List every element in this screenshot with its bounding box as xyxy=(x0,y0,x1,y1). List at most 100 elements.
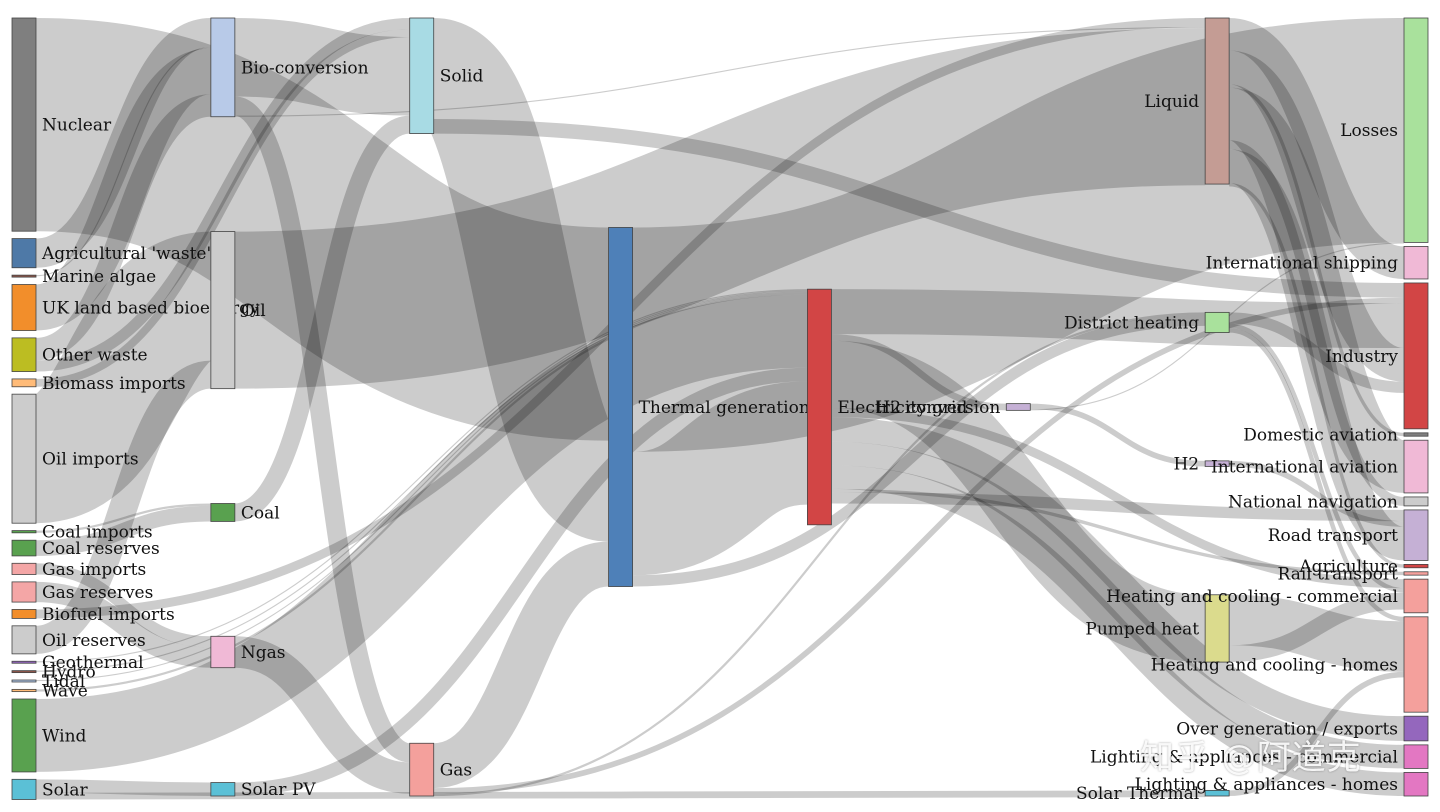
link-solar_pv-to-electricity_grid[interactable] xyxy=(234,367,808,796)
node-bar-solar_thermal[interactable] xyxy=(1204,789,1230,797)
node-bar-biomass_imports[interactable] xyxy=(11,378,37,388)
node-gas_reserves[interactable]: Gas reserves xyxy=(11,581,153,603)
node-bio_conversion[interactable]: Bio-conversion xyxy=(210,17,369,118)
link-electricity_grid-to-pumped_heat[interactable] xyxy=(830,340,1207,663)
node-road_transport[interactable]: Road transport xyxy=(1268,509,1429,561)
node-bar-oil[interactable] xyxy=(210,231,236,390)
link-electricity_grid-to-h2_conversion[interactable] xyxy=(831,334,1007,411)
link-coal_reserves-to-coal[interactable] xyxy=(35,505,211,556)
link-nuclear-to-thermal_gen[interactable] xyxy=(33,18,611,441)
link-ngas-to-gas[interactable] xyxy=(233,636,411,794)
node-bar-agri_waste[interactable] xyxy=(11,238,37,269)
node-bar-oil_reserves[interactable] xyxy=(11,625,37,655)
node-la_homes[interactable]: Lighting & appliances - homes xyxy=(1135,772,1429,797)
node-h2_conversion[interactable]: H2 conversion xyxy=(875,398,1031,418)
link-h2_conversion-to-h2[interactable] xyxy=(1030,403,1206,467)
link-liquid-to-national_navigation[interactable] xyxy=(1228,140,1405,506)
node-hc_commercial[interactable]: Heating and cooling - commercial xyxy=(1106,578,1429,614)
node-coal_reserves[interactable]: Coal reserves xyxy=(11,539,160,559)
link-agri_waste-to-bio_conversion[interactable] xyxy=(34,17,213,268)
link-coal-to-solid[interactable] xyxy=(233,115,412,522)
node-over_generation[interactable]: Over generation / exports xyxy=(1176,715,1429,742)
link-thermal_gen-to-district_heating[interactable] xyxy=(632,314,1206,587)
link-liquid-to-intl_shipping[interactable] xyxy=(1227,18,1406,279)
node-bar-solid[interactable] xyxy=(409,17,435,134)
node-gas_imports[interactable]: Gas imports xyxy=(11,560,146,580)
node-bar-la_commercial[interactable] xyxy=(1403,744,1429,769)
node-bar-intl_aviation[interactable] xyxy=(1403,439,1429,494)
node-bar-coal[interactable] xyxy=(210,503,236,522)
node-electricity_grid[interactable]: Electricity grid xyxy=(807,288,967,526)
node-bar-coal_reserves[interactable] xyxy=(11,539,37,557)
node-h2[interactable]: H2 xyxy=(1173,455,1230,475)
link-thermal_gen-to-losses[interactable] xyxy=(631,18,1405,452)
node-thermal_gen[interactable]: Thermal generation xyxy=(608,227,810,587)
node-solar[interactable]: Solar xyxy=(11,778,88,800)
link-gas-to-thermal_gen[interactable] xyxy=(431,541,611,789)
node-bar-ngas[interactable] xyxy=(210,635,236,669)
node-domestic_aviation[interactable]: Domestic aviation xyxy=(1243,425,1429,445)
node-liquid[interactable]: Liquid xyxy=(1144,17,1230,185)
link-liquid-to-agriculture[interactable] xyxy=(1229,182,1405,568)
node-biomass_imports[interactable]: Biomass imports xyxy=(11,374,186,394)
link-gas_imports-to-ngas[interactable] xyxy=(35,563,211,648)
node-bar-electricity_grid[interactable] xyxy=(807,288,832,526)
node-other_waste[interactable]: Other waste xyxy=(11,337,148,372)
node-bar-coal_imports[interactable] xyxy=(11,530,37,534)
node-gas[interactable]: Gas xyxy=(409,742,472,797)
node-bar-hc_homes[interactable] xyxy=(1403,616,1429,713)
node-bar-solar_pv[interactable] xyxy=(210,782,236,797)
node-bar-over_generation[interactable] xyxy=(1403,715,1429,742)
link-gas_reserves-to-ngas[interactable] xyxy=(35,581,212,668)
link-oil-to-liquid[interactable] xyxy=(234,28,1206,389)
node-pumped_heat[interactable]: Pumped heat xyxy=(1085,594,1230,663)
link-thermal_gen-to-electricity_grid[interactable] xyxy=(629,381,811,576)
node-agriculture[interactable]: Agriculture xyxy=(1298,557,1429,577)
node-bar-losses[interactable] xyxy=(1403,17,1429,243)
link-wind-to-electricity_grid[interactable] xyxy=(35,294,808,772)
link-hydro-to-electricity_grid[interactable] xyxy=(35,290,808,672)
node-wind[interactable]: Wind xyxy=(11,698,87,773)
node-uk_land_bio[interactable]: UK land based bioenergy xyxy=(11,284,260,331)
node-hydro[interactable]: Hydro xyxy=(11,663,96,683)
link-district_heating-to-industry[interactable] xyxy=(1229,312,1405,393)
node-hc_homes[interactable]: Heating and cooling - homes xyxy=(1151,616,1429,713)
node-bar-thermal_gen[interactable] xyxy=(608,227,633,587)
node-bar-agriculture[interactable] xyxy=(1403,564,1429,569)
link-electricity_grid-to-industry[interactable] xyxy=(831,289,1405,349)
node-bar-geothermal[interactable] xyxy=(11,660,37,664)
node-ngas[interactable]: Ngas xyxy=(210,635,286,669)
node-coal_imports[interactable]: Coal imports xyxy=(11,523,153,543)
link-oil_reserves-to-oil[interactable] xyxy=(34,360,213,654)
node-bar-la_homes[interactable] xyxy=(1403,772,1429,797)
node-solar_thermal[interactable]: Solar Thermal xyxy=(1076,784,1230,804)
node-coal[interactable]: Coal xyxy=(210,503,280,523)
node-bar-gas[interactable] xyxy=(409,742,435,797)
link-liquid-to-road_transport[interactable] xyxy=(1226,149,1407,561)
node-bar-road_transport[interactable] xyxy=(1403,509,1429,561)
node-solid[interactable]: Solid xyxy=(409,17,484,134)
link-electricity_grid-to-road_transport[interactable] xyxy=(831,492,1405,522)
link-district_heating-to-hc_homes[interactable] xyxy=(1229,328,1405,622)
link-gas-to-district_heating[interactable] xyxy=(433,312,1206,797)
node-bar-liquid[interactable] xyxy=(1204,17,1230,185)
link-liquid-to-domestic_aviation[interactable] xyxy=(1229,84,1405,437)
node-geothermal[interactable]: Geothermal xyxy=(11,653,144,673)
link-electricity_grid-to-over_generation[interactable] xyxy=(831,417,1405,741)
node-bar-h2[interactable] xyxy=(1204,460,1230,467)
node-bar-biofuel_imports[interactable] xyxy=(11,609,37,619)
link-other_waste-to-bio_conversion[interactable] xyxy=(34,94,213,361)
link-electricity_grid-to-hc_commercial[interactable] xyxy=(831,408,1405,589)
node-wave[interactable]: Wave xyxy=(11,681,88,701)
node-bar-gas_imports[interactable] xyxy=(11,562,37,575)
node-la_commercial[interactable]: Lighting & appliances - commercial xyxy=(1090,744,1429,769)
node-tidal[interactable]: Tidal xyxy=(11,672,85,692)
link-coal_imports-to-coal[interactable] xyxy=(35,503,211,533)
node-agri_waste[interactable]: Agricultural 'waste' xyxy=(11,238,211,269)
link-pumped_heat-to-hc_commercial[interactable] xyxy=(1229,592,1405,663)
node-oil_imports[interactable]: Oil imports xyxy=(11,393,139,524)
link-tidal-to-electricity_grid[interactable] xyxy=(35,291,808,682)
node-bar-uk_land_bio[interactable] xyxy=(11,284,37,331)
node-bar-solar[interactable] xyxy=(11,778,37,800)
link-bio_conversion-to-solid[interactable] xyxy=(234,18,411,116)
